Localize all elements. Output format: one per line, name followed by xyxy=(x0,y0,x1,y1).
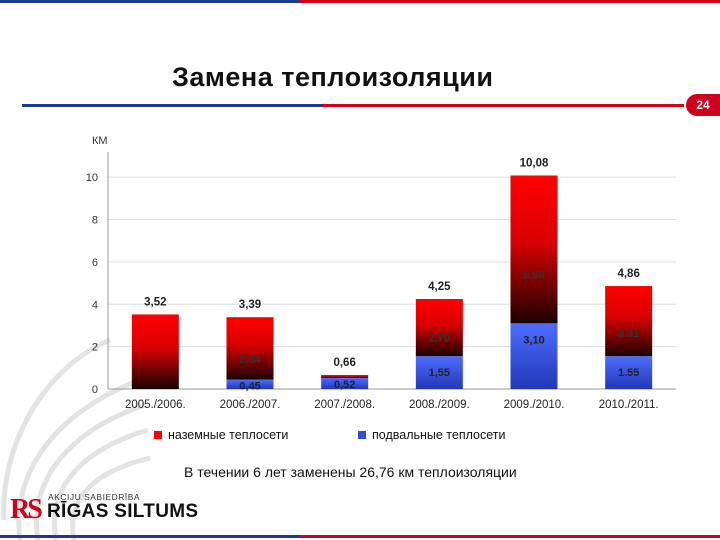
ground-value-label: 2.70 xyxy=(429,332,450,344)
x-tick-label: 2007./2008. xyxy=(314,399,375,411)
title-rule-blue xyxy=(22,104,322,107)
basement-value-label: 1.55 xyxy=(618,367,639,379)
x-tick-label: 2008./2009. xyxy=(409,399,470,411)
bar-basement xyxy=(321,377,369,389)
logo-mark: RS xyxy=(10,494,43,525)
top-accent-blue xyxy=(0,0,300,3)
bottom-accent-red xyxy=(300,535,720,538)
bar-ground xyxy=(605,286,653,357)
bar-basement xyxy=(510,323,558,389)
bar-basement xyxy=(415,356,463,389)
y-tick-label: 8 xyxy=(92,215,98,227)
y-axis-label: КМ xyxy=(92,135,108,147)
bar-ground xyxy=(131,314,179,389)
logo-name: RĪGAS SILTUMS xyxy=(47,501,199,522)
total-value-label: 4,86 xyxy=(617,268,639,280)
legend-item-ground: наземные теплосети xyxy=(154,428,288,442)
slide-title: Замена теплоизоляции xyxy=(172,62,494,92)
y-tick-label: 6 xyxy=(92,257,98,269)
summary-text: В течении 6 лет заменены 26,76 км теплои… xyxy=(184,464,517,480)
x-tick-label: 2009./2010. xyxy=(504,399,565,411)
ground-value-label: 2.94 xyxy=(239,354,261,366)
legend-label-ground: наземные теплосети xyxy=(168,428,289,442)
x-tick-label: 2005./2006. xyxy=(125,399,186,411)
basement-value-label: 3,10 xyxy=(523,334,544,346)
total-value-label: 4,25 xyxy=(428,281,451,293)
legend-item-basement: подвальные теплосети xyxy=(358,428,506,442)
company-logo: RS AKCIJU SABIEDRĪBA RĪGAS SILTUMS xyxy=(10,492,240,528)
bar-ground xyxy=(321,375,369,378)
x-tick-label: 2010./2011. xyxy=(599,399,659,411)
legend-swatch-blue xyxy=(358,431,366,439)
y-tick-label: 10 xyxy=(86,172,98,184)
legend-label-basement: подвальные теплосети xyxy=(372,428,506,442)
bar-ground xyxy=(415,298,463,357)
basement-value-label: 1,55 xyxy=(429,367,450,379)
y-tick-label: 2 xyxy=(92,342,98,354)
logo-subtitle: AKCIJU SABIEDRĪBA xyxy=(48,492,141,502)
bar-ground xyxy=(510,175,558,324)
bar-basement xyxy=(605,356,653,389)
ground-value-label: 3.31 xyxy=(618,328,639,340)
bottom-accent-blue xyxy=(0,535,300,538)
y-tick-label: 0 xyxy=(92,384,98,396)
x-tick-label: 2006./2007. xyxy=(220,399,281,411)
legend-swatch-red xyxy=(154,431,162,439)
top-accent-red xyxy=(300,0,720,3)
decorative-swirl-icon xyxy=(1,337,150,540)
bar-basement xyxy=(226,379,274,389)
total-value-label: 0,66 xyxy=(333,357,355,369)
bar-ground xyxy=(226,317,274,380)
basement-value-label: 0,52 xyxy=(334,379,355,391)
ground-value-label: 6.98 xyxy=(523,270,544,282)
page-number-badge: 24 xyxy=(686,94,720,116)
total-value-label: 10,08 xyxy=(520,157,549,169)
total-value-label: 3,52 xyxy=(144,296,166,308)
total-value-label: 3,39 xyxy=(239,299,261,311)
title-rule-red xyxy=(322,104,684,107)
y-tick-label: 4 xyxy=(92,299,98,311)
basement-value-label: 0,45 xyxy=(239,380,260,392)
